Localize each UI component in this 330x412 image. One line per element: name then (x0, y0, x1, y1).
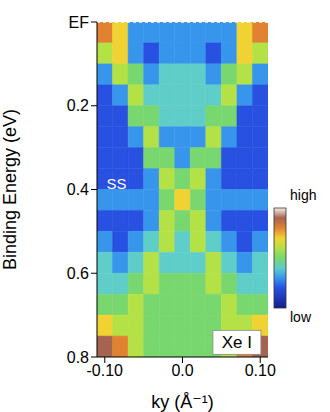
svg-text:Binding Energy (eV): Binding Energy (eV) (0, 109, 20, 270)
svg-text:0.4: 0.4 (67, 181, 89, 198)
svg-text:SS: SS (106, 175, 126, 192)
svg-text:low: low (290, 309, 312, 325)
svg-text:high: high (290, 188, 316, 203)
svg-text:ky (Å⁻¹): ky (Å⁻¹) (151, 392, 214, 412)
svg-text:0.10: 0.10 (245, 362, 276, 379)
svg-text:0.2: 0.2 (67, 97, 89, 114)
svg-text:0.0: 0.0 (171, 362, 193, 379)
svg-text:0.6: 0.6 (67, 265, 89, 282)
svg-text:0.8: 0.8 (67, 349, 89, 366)
svg-text:-0.10: -0.10 (87, 362, 124, 379)
svg-text:EF: EF (69, 14, 90, 31)
svg-text:Xe I: Xe I (222, 333, 252, 352)
